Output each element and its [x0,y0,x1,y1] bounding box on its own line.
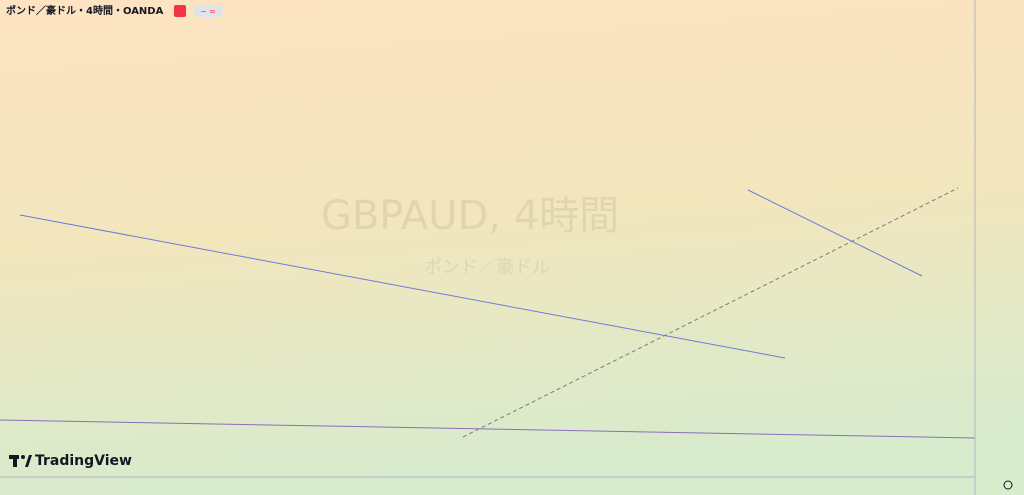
logo: TradingView [9,453,132,469]
settings-icon[interactable] [1003,480,1013,490]
flag-icon[interactable] [174,5,186,17]
status-glyph: − ≈ [200,7,216,16]
trend-line [0,419,976,439]
trend-line [747,189,923,277]
trend-line [19,214,786,359]
watermark: GBPAUD, 4時間 [321,193,619,239]
logo-mark [21,455,25,459]
logo-mark [13,455,17,467]
brand: TradingView [35,453,132,469]
status-icon[interactable] [193,5,223,17]
chart-title: ポンド／豪ドル・4時間・OANDA [6,4,164,17]
fib-trend-line [462,187,959,438]
watermark-subtitle: ポンド／豪ドル [424,257,550,278]
logo-mark [25,455,32,467]
